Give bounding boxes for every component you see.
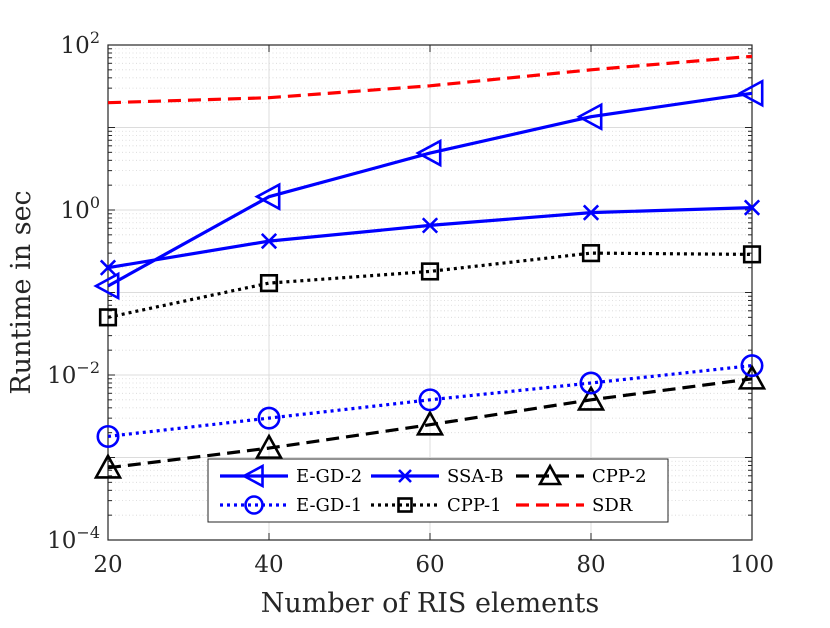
- data-point-e-gd-1: [418, 388, 442, 412]
- legend-entry-ssa-b: SSA-B: [371, 466, 504, 487]
- series-sdr: [107, 54, 753, 105]
- x-tick-label: 60: [415, 552, 444, 578]
- data-point-cpp-1: [581, 244, 601, 263]
- series-line-sdr: [107, 54, 753, 105]
- y-tick-label: 100: [61, 193, 100, 224]
- series-line-cpp-1: [107, 251, 753, 319]
- series-cpp-1: [98, 244, 762, 327]
- legend-label-ssa-b: SSA-B: [447, 466, 504, 487]
- legend-marker-e-gd-2: [241, 463, 264, 489]
- legend-marker-e-gd-1: [244, 495, 264, 515]
- series-cpp-2: [93, 364, 767, 479]
- data-point-e-gd-2: [576, 102, 603, 131]
- data-point-cpp-2: [254, 433, 284, 459]
- legend-marker-ssa-b: [398, 469, 412, 483]
- legend-entry-e-gd-2: E-GD-2: [220, 463, 362, 489]
- series-e-gd-2: [93, 79, 764, 301]
- legend-box: [207, 458, 669, 523]
- x-tick-label: 20: [93, 552, 122, 578]
- data-point-cpp-2: [576, 385, 606, 411]
- data-point-cpp-1: [420, 262, 440, 281]
- data-point-cpp-1: [98, 308, 118, 327]
- series-ssa-b: [99, 199, 761, 276]
- axes: 20 40 60 80 100 10−4 10−2 100 102 Number of RIS e…: [6, 28, 774, 619]
- data-point-e-gd-2: [254, 182, 281, 211]
- x-tick-label: 100: [730, 552, 774, 578]
- legend-entry-cpp-2: CPP-2: [516, 463, 647, 487]
- legend-label-e-gd-1: E-GD-1: [296, 495, 362, 516]
- series-e-gd-1: [96, 354, 764, 448]
- data-point-ssa-b: [743, 199, 761, 216]
- data-point-ssa-b: [582, 204, 600, 221]
- legend-entry-e-gd-1: E-GD-1: [220, 495, 362, 516]
- data-point-cpp-2: [415, 409, 445, 436]
- legend-marker-cpp-2: [537, 463, 563, 486]
- series-group: [93, 54, 767, 479]
- y-axis-label: Runtime in sec: [6, 190, 37, 394]
- legend-label-cpp-1: CPP-1: [447, 495, 502, 516]
- legend: E-GD-2 SSA-B CPP-2 E-GD-1 CPP-1 SDR: [207, 458, 669, 523]
- x-tick-label: 40: [254, 552, 283, 578]
- y-tick-label: 10−2: [47, 358, 100, 389]
- series-line-e-gd-1: [107, 364, 753, 438]
- x-tick-label: 80: [576, 552, 605, 578]
- legend-label-cpp-2: CPP-2: [592, 466, 647, 487]
- data-point-e-gd-1: [257, 406, 281, 430]
- y-tick-label: 10−4: [47, 523, 100, 554]
- data-point-e-gd-1: [96, 424, 120, 448]
- legend-label-sdr: SDR: [592, 495, 633, 516]
- data-point-cpp-1: [259, 273, 279, 293]
- data-point-cpp-2: [737, 364, 767, 390]
- data-point-e-gd-2: [415, 138, 442, 168]
- legend-label-e-gd-2: E-GD-2: [296, 466, 362, 487]
- data-point-e-gd-2: [737, 79, 764, 108]
- legend-entry-sdr: SDR: [516, 495, 633, 516]
- data-point-ssa-b: [99, 259, 117, 276]
- legend-entry-cpp-1: CPP-1: [371, 495, 502, 516]
- y-tick-label: 102: [61, 28, 100, 59]
- data-point-e-gd-2: [93, 271, 120, 301]
- data-point-e-gd-1: [740, 354, 764, 378]
- data-point-cpp-1: [742, 245, 762, 264]
- data-point-ssa-b: [260, 232, 278, 250]
- legend-marker-cpp-1: [397, 497, 413, 513]
- series-line-cpp-2: [107, 377, 753, 470]
- x-axis-label: Number of RIS elements: [261, 588, 600, 619]
- data-point-e-gd-1: [579, 371, 603, 395]
- series-line-e-gd-2: [107, 91, 753, 288]
- data-point-ssa-b: [421, 217, 439, 234]
- data-point-cpp-2: [93, 453, 123, 479]
